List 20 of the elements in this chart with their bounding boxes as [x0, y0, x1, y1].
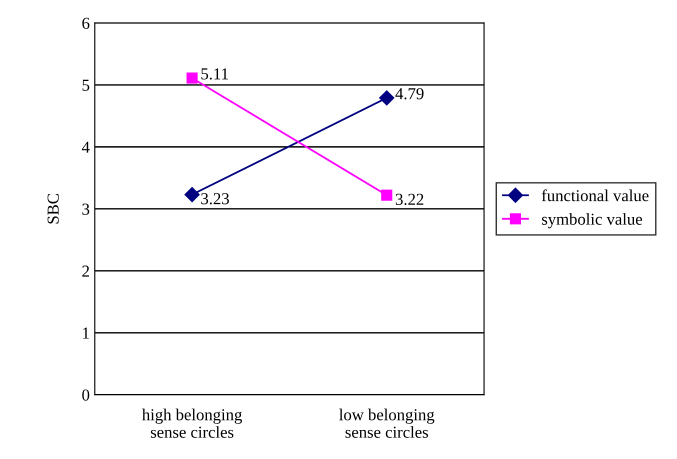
y-tick-label: 1 [83, 328, 89, 339]
y-tick-label: 4 [82, 142, 90, 153]
point [186, 72, 198, 84]
legend-label: functional value [542, 189, 649, 202]
data-label: 3.22 [396, 194, 424, 206]
y-tick-label: 5 [82, 80, 90, 91]
y-tick-label: 3 [82, 204, 90, 215]
point [381, 190, 392, 201]
point [184, 187, 200, 202]
y-tick-label: 2 [82, 266, 89, 277]
data-label: 5.11 [201, 68, 228, 80]
data-label: 4.79 [395, 88, 424, 100]
y-axis-title: SBC [48, 194, 59, 224]
point [379, 90, 394, 106]
legend-label: symbolic value [542, 213, 642, 228]
y-tick-label: 0 [82, 389, 90, 401]
data-label: 3.23 [201, 193, 229, 204]
x-tick-label: high belonging sense circles [142, 408, 242, 438]
x-tick-label: low belonging sense circles [339, 408, 434, 438]
y-tick-label: 6 [82, 18, 90, 29]
